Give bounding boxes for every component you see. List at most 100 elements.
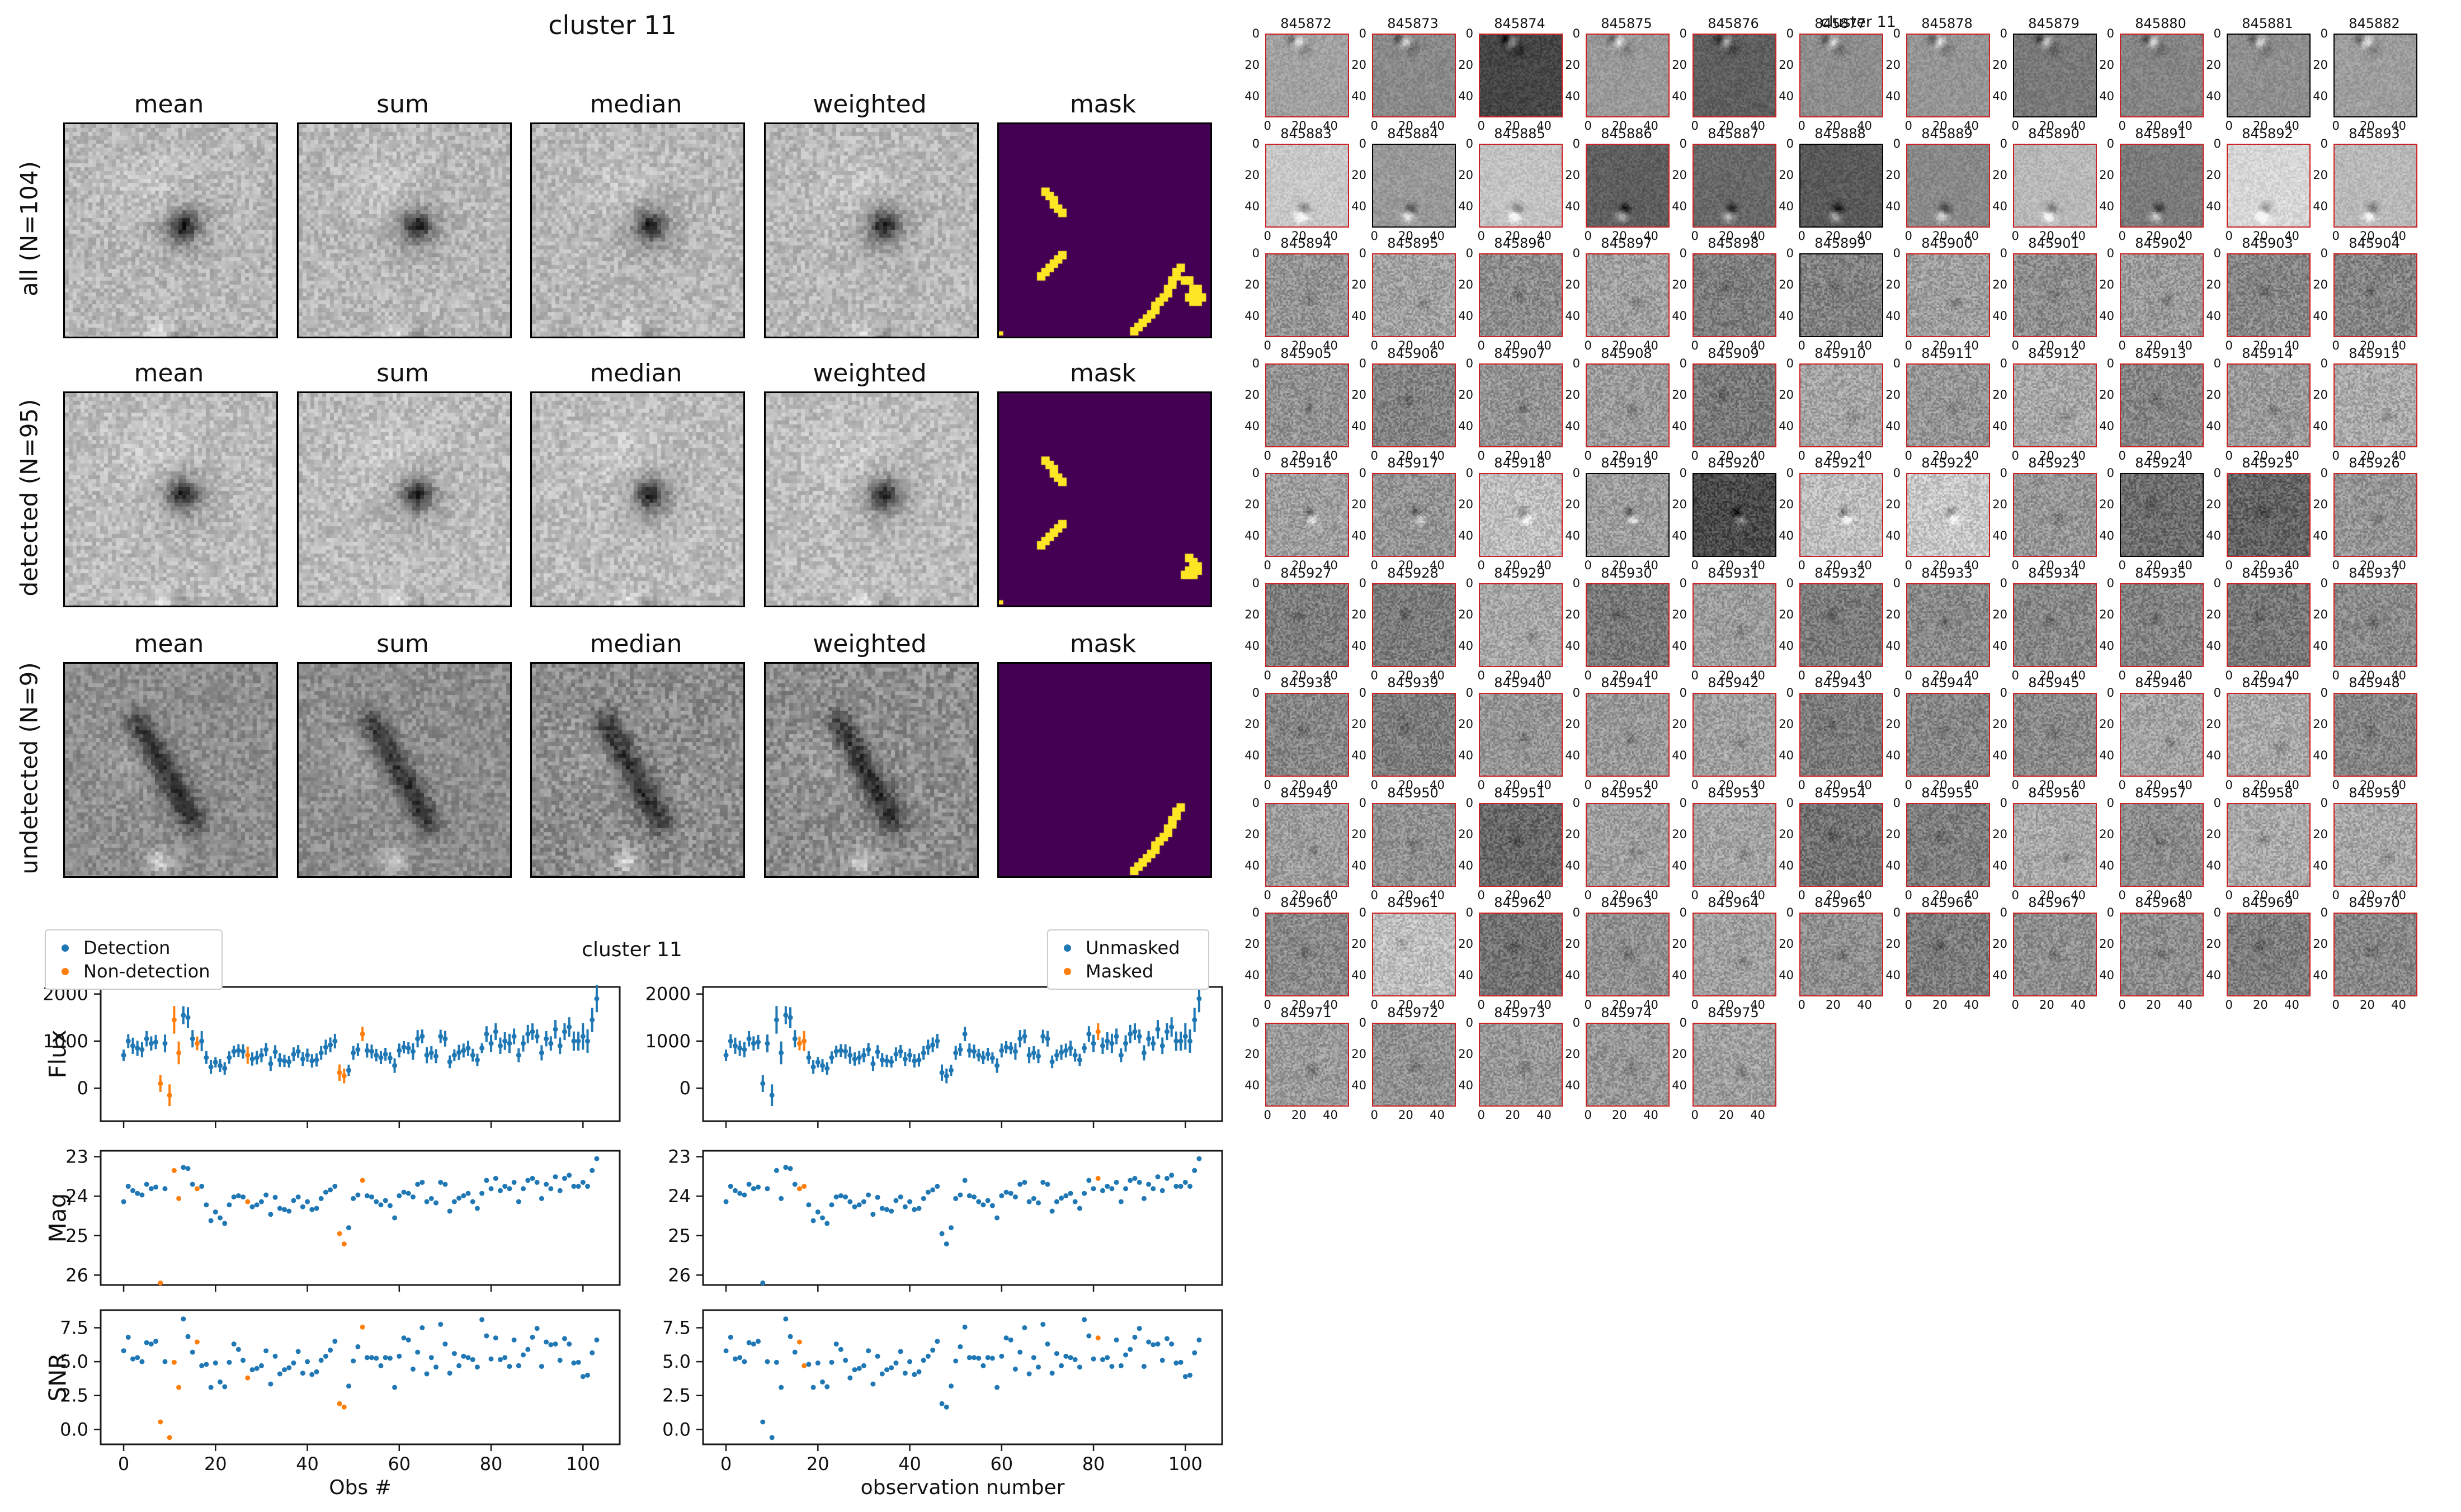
thumb-ytick: 0 (1572, 686, 1580, 700)
thumb-xtick: 40 (1750, 119, 1765, 133)
thumb-ytick: 20 (1672, 828, 1687, 842)
thumb-image-845909 (1692, 363, 1776, 447)
thumb-ytick: 40 (2313, 419, 2328, 433)
thumb-xtick: 0 (1904, 998, 1912, 1012)
thumb-ytick: 20 (1992, 937, 2007, 951)
thumb-title-845893: 845893 (2349, 126, 2400, 141)
thumb-xtick: 0 (2225, 778, 2233, 792)
thumb-ytick: 20 (1885, 937, 1901, 951)
thumb-image-845933 (1906, 583, 1990, 667)
thumb-xtick: 20 (2359, 778, 2375, 792)
thumb-image-845892 (2227, 144, 2311, 228)
thumb-xtick: 0 (2118, 889, 2126, 902)
thumb-xtick: 40 (2284, 889, 2299, 902)
thumb-xtick: 20 (1825, 778, 1841, 792)
thumb-title-845892: 845892 (2242, 126, 2293, 141)
thumb-xtick: 40 (2177, 559, 2193, 572)
thumb-ytick: 0 (1465, 27, 1473, 40)
thumb-image-845966 (1906, 913, 1990, 996)
stamp-detected-median (530, 391, 745, 607)
thumb-xtick: 40 (2284, 339, 2299, 352)
thumb-xtick: 20 (1718, 889, 1734, 902)
thumb-xtick: 20 (1932, 998, 1948, 1012)
thumb-ytick: 40 (1672, 968, 1687, 982)
thumb-image-845901 (2013, 253, 2097, 337)
thumb-ytick: 40 (2206, 859, 2221, 873)
thumb-xtick: 20 (2146, 778, 2161, 792)
thumb-ytick: 20 (2099, 278, 2114, 292)
thumb-ytick: 0 (2106, 27, 2114, 40)
svg-text:60: 60 (388, 1453, 411, 1475)
thumb-title-845964: 845964 (1708, 895, 1759, 910)
thumb-xtick: 40 (1323, 669, 1338, 682)
stamp-figure: all (N=104) mean sum median weighted mask dete… (0, 0, 1230, 906)
thumb-ytick: 20 (1244, 828, 1260, 842)
thumb-ytick: 20 (1672, 388, 1687, 402)
thumb-xtick: 20 (1611, 339, 1627, 352)
thumb-ytick: 0 (1252, 466, 1260, 480)
thumb-xtick: 20 (2252, 339, 2268, 352)
thumb-xtick: 20 (2146, 559, 2161, 572)
thumb-xtick: 0 (2011, 339, 2019, 352)
thumb-xtick: 0 (1691, 778, 1699, 792)
thumb-title-845929: 845929 (1494, 565, 1545, 581)
thumb-ytick: 40 (1351, 968, 1366, 982)
thumb-xtick: 0 (1263, 998, 1271, 1012)
stamp-col-header-mask: mask (1069, 359, 1137, 388)
svg-text:5.0: 5.0 (60, 1351, 88, 1372)
thumb-xtick: 20 (1611, 998, 1627, 1012)
thumb-ytick: 0 (1679, 577, 1687, 590)
thumb-xtick: 40 (1857, 889, 1872, 902)
thumb-ytick: 40 (1779, 968, 1794, 982)
thumb-ytick: 0 (1252, 577, 1260, 590)
thumb-title-845917: 845917 (1387, 455, 1439, 471)
thumb-xtick: 0 (2225, 669, 2233, 682)
thumb-xtick: 20 (2359, 889, 2375, 902)
thumb-xtick: 20 (1505, 229, 1520, 243)
thumb-xtick: 40 (1857, 559, 1872, 572)
thumb-title-845920: 845920 (1708, 455, 1759, 471)
thumb-title-845959: 845959 (2349, 785, 2400, 801)
thumb-image-845920 (1692, 473, 1776, 557)
thumb-image-845955 (1906, 803, 1990, 887)
thumb-xtick: 0 (1477, 229, 1485, 243)
thumb-xtick: 40 (1323, 449, 1338, 462)
thumb-ytick: 20 (1458, 168, 1473, 182)
thumb-xtick: 20 (1291, 119, 1307, 133)
thumb-xtick: 40 (1750, 1108, 1765, 1122)
thumb-xtick: 20 (1611, 229, 1627, 243)
thumb-xtick: 0 (1584, 669, 1592, 682)
thumb-xtick: 0 (1798, 559, 1805, 572)
thumb-title-845877: 845877 (1814, 16, 1866, 31)
thumb-xtick: 20 (1611, 889, 1627, 902)
svg-text:23: 23 (668, 1146, 691, 1168)
thumb-xtick: 20 (1291, 889, 1307, 902)
thumb-xtick: 20 (2039, 998, 2054, 1012)
thumb-xtick: 20 (1932, 119, 1948, 133)
thumb-xtick: 20 (1398, 889, 1413, 902)
thumb-ytick: 0 (1893, 906, 1901, 919)
thumb-title-845886: 845886 (1601, 126, 1652, 141)
thumb-xtick: 0 (1477, 998, 1485, 1012)
thumb-ytick: 40 (1565, 968, 1580, 982)
thumb-xtick: 40 (1536, 669, 1552, 682)
stamp-undetected-median (530, 662, 745, 878)
thumb-ytick: 40 (1244, 419, 1260, 433)
thumb-title-845890: 845890 (2028, 126, 2080, 141)
thumb-ytick: 40 (1992, 529, 2007, 543)
thumb-ytick: 40 (1458, 309, 1473, 323)
thumb-xtick: 0 (2332, 669, 2340, 682)
thumb-ytick: 20 (1458, 1047, 1473, 1061)
thumb-ytick: 40 (2313, 89, 2328, 103)
thumb-image-845953 (1692, 803, 1776, 887)
thumb-xtick: 0 (1477, 669, 1485, 682)
thumb-xtick: 0 (1477, 778, 1485, 792)
thumb-xtick: 20 (2252, 778, 2268, 792)
thumb-ytick: 40 (2206, 639, 2221, 653)
thumb-xtick: 40 (1536, 119, 1552, 133)
thumb-ytick: 20 (2313, 278, 2328, 292)
thumb-title-845948: 845948 (2349, 675, 2400, 691)
thumb-ytick: 20 (1992, 608, 2007, 622)
thumb-title-845906: 845906 (1387, 346, 1439, 361)
